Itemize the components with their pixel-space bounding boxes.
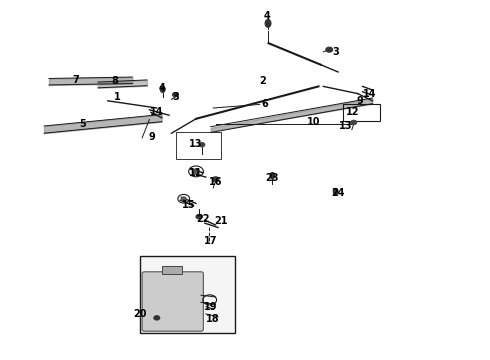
- Text: 3: 3: [172, 92, 179, 102]
- Text: 1: 1: [114, 92, 121, 102]
- Text: 10: 10: [307, 117, 320, 127]
- Circle shape: [196, 215, 202, 219]
- Text: 2: 2: [259, 76, 266, 86]
- Bar: [162, 266, 182, 274]
- Bar: [176, 132, 220, 159]
- Text: 16: 16: [209, 177, 222, 187]
- Circle shape: [154, 316, 160, 320]
- Text: 9: 9: [148, 132, 155, 142]
- Text: 17: 17: [204, 236, 218, 246]
- Text: 14: 14: [150, 107, 164, 117]
- Text: 5: 5: [79, 119, 86, 129]
- Text: 13: 13: [339, 121, 352, 131]
- Text: 12: 12: [346, 107, 360, 117]
- Circle shape: [199, 143, 205, 147]
- Bar: [343, 104, 380, 121]
- Circle shape: [181, 197, 186, 201]
- Text: 13: 13: [189, 139, 203, 149]
- Circle shape: [351, 120, 357, 125]
- Text: 20: 20: [133, 309, 147, 319]
- Text: 18: 18: [206, 314, 220, 324]
- Text: 6: 6: [261, 99, 268, 109]
- Ellipse shape: [270, 172, 275, 179]
- Text: 4: 4: [264, 11, 270, 21]
- Text: 19: 19: [204, 302, 218, 312]
- Circle shape: [193, 169, 199, 174]
- Text: 8: 8: [112, 76, 119, 86]
- Circle shape: [326, 47, 333, 52]
- Text: 11: 11: [189, 168, 203, 178]
- Text: 15: 15: [182, 200, 196, 210]
- Circle shape: [172, 93, 178, 97]
- Text: 23: 23: [265, 173, 279, 183]
- FancyBboxPatch shape: [142, 272, 203, 331]
- Text: 22: 22: [196, 213, 210, 224]
- Text: 7: 7: [73, 75, 79, 85]
- Ellipse shape: [265, 19, 271, 27]
- Text: 21: 21: [214, 216, 227, 226]
- Text: 9: 9: [357, 96, 364, 106]
- Text: 24: 24: [331, 188, 345, 198]
- Text: 4: 4: [158, 83, 165, 93]
- Circle shape: [212, 177, 219, 182]
- Ellipse shape: [333, 188, 338, 195]
- Bar: [140, 256, 235, 333]
- Text: 14: 14: [363, 89, 377, 99]
- Ellipse shape: [160, 86, 165, 93]
- Text: 3: 3: [332, 47, 339, 57]
